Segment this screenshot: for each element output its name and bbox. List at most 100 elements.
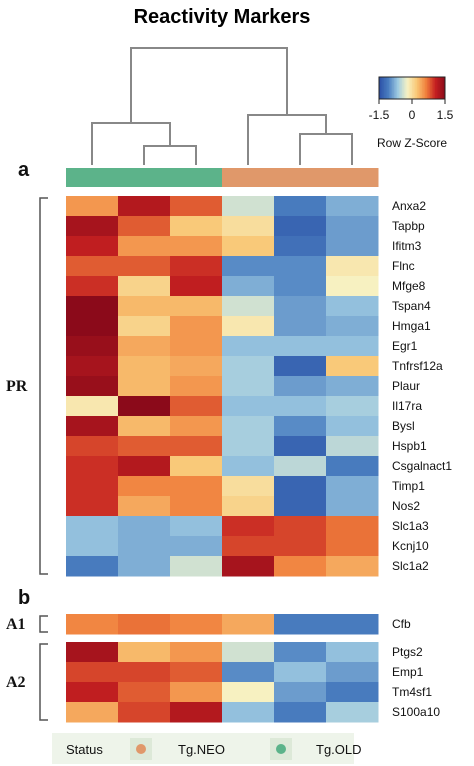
gene-label: Emp1 [392,665,424,679]
heatmap-cell [274,682,327,703]
heatmap-cell [170,476,223,497]
color-key-tick-label: 1.5 [437,108,454,122]
color-key-segment [383,77,386,99]
gene-label: Egr1 [392,339,418,353]
gene-label: Anxa2 [392,199,426,213]
heatmap-cell [170,256,223,277]
color-key-segment [395,77,398,99]
heatmap-cell [274,536,327,557]
heatmap-cell [170,702,223,723]
group-label: A1 [6,616,26,633]
legend-background [52,733,354,764]
heatmap-cell [170,516,223,537]
heatmap-cell [222,356,275,377]
gene-label: Timp1 [392,479,425,493]
heatmap-cell [326,296,379,317]
heatmap-cell [222,416,275,437]
heatmap-cell [170,236,223,257]
heatmap-cell [326,702,379,723]
heatmap-cell [170,216,223,237]
heatmap-cell [274,256,327,277]
heatmap-cell [274,196,327,217]
color-key-segment [443,77,446,99]
color-key-segment [420,77,423,99]
heatmap-cell [274,662,327,683]
heatmap-cell [222,316,275,337]
gene-label: Tm4sf1 [392,685,432,699]
color-key-segment [416,77,419,99]
color-key-tick-label: -1.5 [369,108,390,122]
heatmap-cell [170,496,223,517]
gene-label: Csgalnact1 [392,459,452,473]
status-cell [66,168,119,187]
color-key-segment [441,77,444,99]
heatmap-cell [66,536,119,557]
heatmap-cell [118,682,171,703]
heatmap-cell [170,296,223,317]
heatmap-cell [326,196,379,217]
color-key-segment [405,77,408,99]
heatmap-cell [66,496,119,517]
color-key-segment [379,77,382,99]
heatmap-cell [222,396,275,417]
gene-label: Tnfrsf12a [392,359,443,373]
color-key-segment [418,77,421,99]
heatmap-cell [170,276,223,297]
heatmap-cell [222,702,275,723]
heatmap-cell [274,496,327,517]
color-key-segment [435,77,438,99]
heatmap-cell [118,516,171,537]
heatmap-cell [118,256,171,277]
heatmap-cell [274,396,327,417]
gene-label: Ifitm3 [392,239,422,253]
group-bracket [39,197,48,575]
gene-label: Tapbp [392,219,425,233]
heatmap-cell [326,516,379,537]
dendrogram-branch [143,145,197,165]
heatmap-cell [66,196,119,217]
heatmap-cell [222,336,275,357]
heatmap-cell [118,476,171,497]
heatmap-cell [170,614,223,635]
color-key-segment [403,77,406,99]
color-key-segment [440,77,443,99]
heatmap-cell [118,316,171,337]
gene-label: Hmga1 [392,319,431,333]
heatmap-cell [274,356,327,377]
heatmap-cell [118,216,171,237]
gene-label: Plaur [392,379,420,393]
heatmap-cell [326,276,379,297]
heatmap-cell [326,456,379,477]
heatmap-cell [66,396,119,417]
gene-label: Hspb1 [392,439,427,453]
heatmap-cell [118,702,171,723]
legend-item-old: Tg.OLD [316,742,362,757]
heatmap-cell [326,476,379,497]
color-key-segment [412,77,415,99]
color-key-segment [400,77,403,99]
heatmap-cell [274,436,327,457]
color-key-segment [390,77,393,99]
heatmap-cell [118,276,171,297]
heatmap-cell [326,642,379,663]
heatmap-cell [66,436,119,457]
heatmap-cell [274,516,327,537]
heatmap-cell [118,356,171,377]
gene-label: S100a10 [392,705,440,719]
color-key-segment [398,77,401,99]
heatmap-cell [118,336,171,357]
heatmap-cell [118,376,171,397]
heatmap-cell [222,256,275,277]
chart-title: Reactivity Markers [134,6,311,28]
dendrogram-branch [130,47,288,123]
heatmap-cell [222,556,275,577]
panel-label-a: a [18,159,30,181]
dendrogram-branch [247,114,327,165]
color-key-segment [407,77,410,99]
heatmap-cell [66,416,119,437]
heatmap-cell [222,376,275,397]
gene-label: Cfb [392,617,411,631]
heatmap-cell [222,456,275,477]
color-key-segment [433,77,436,99]
heatmap-cell [326,614,379,635]
